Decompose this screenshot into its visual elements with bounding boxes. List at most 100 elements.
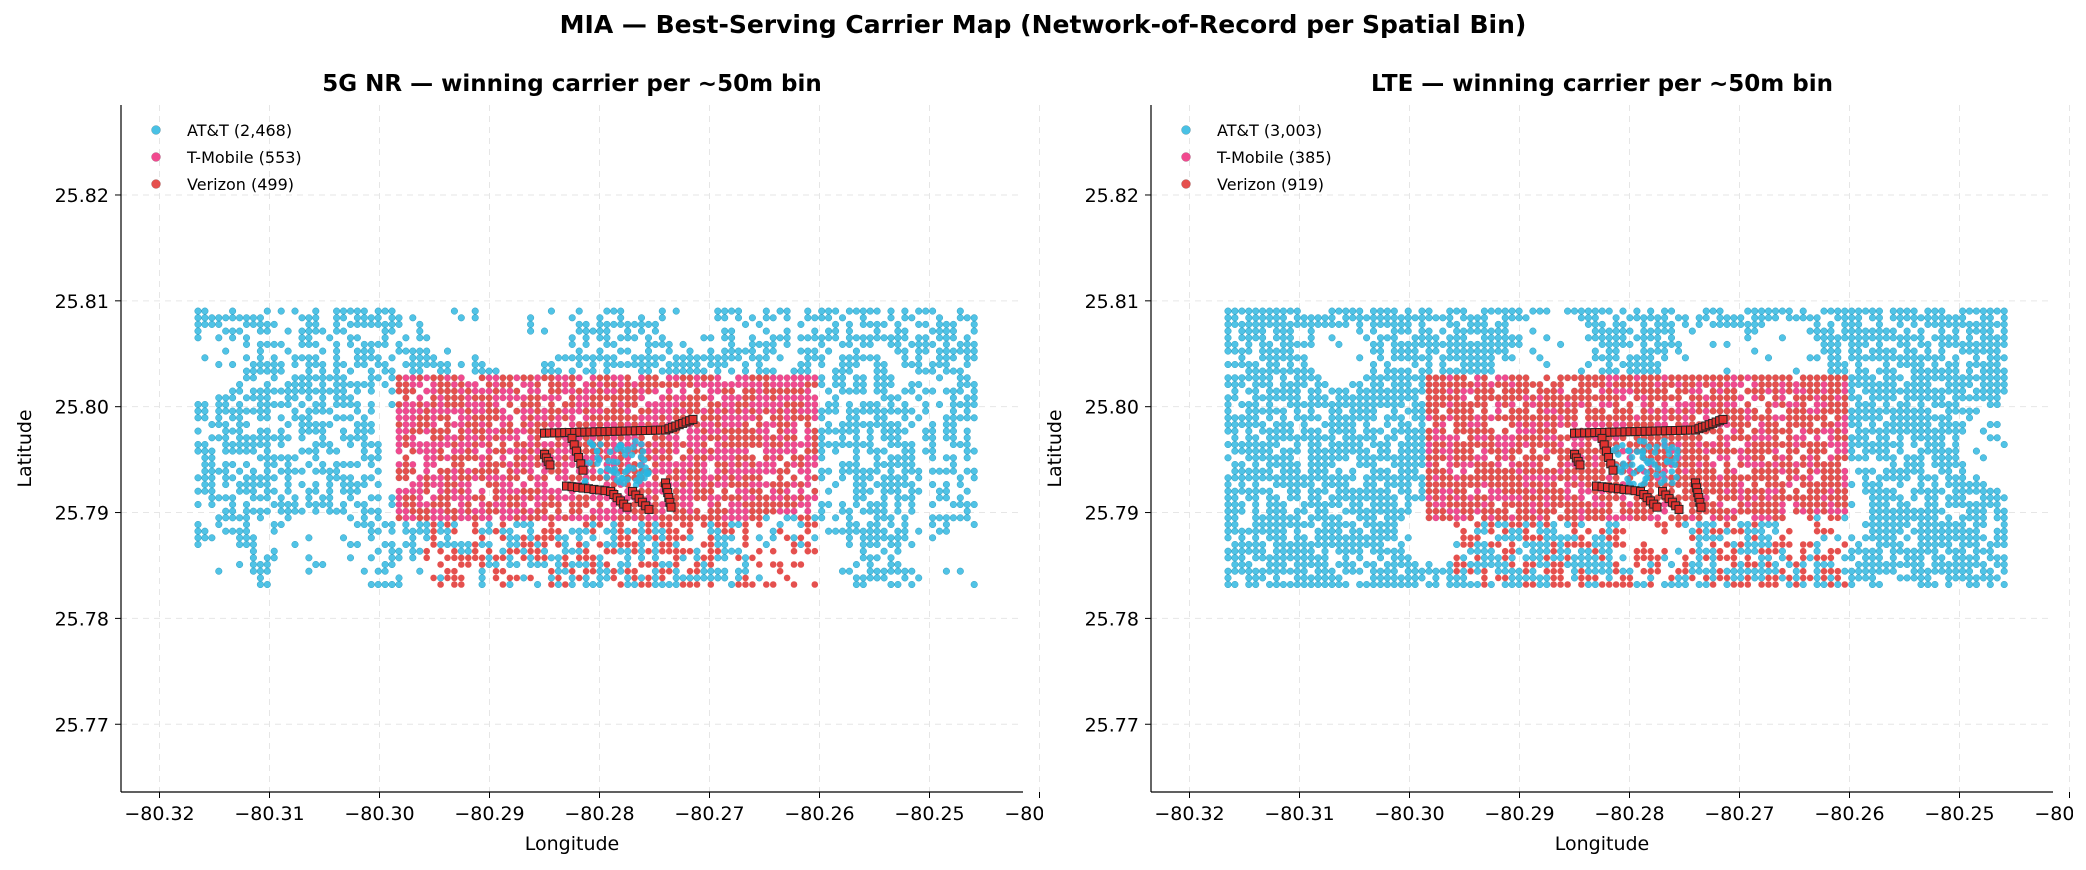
data-point (374, 441, 382, 449)
data-point (1404, 447, 1412, 455)
data-point (1619, 574, 1627, 582)
data-point (305, 427, 313, 435)
data-point (277, 467, 285, 475)
data-point (1751, 441, 1759, 449)
data-point (1363, 581, 1371, 589)
data-point (249, 441, 257, 449)
data-point (1342, 547, 1350, 555)
data-point (790, 447, 798, 455)
data-point (880, 320, 888, 328)
data-point (360, 361, 368, 369)
data-point (1910, 441, 1918, 449)
data-point (1439, 514, 1447, 522)
data-point (1508, 487, 1516, 495)
data-point (520, 407, 528, 415)
data-point (450, 387, 458, 395)
data-point (1266, 447, 1274, 455)
data-point (1598, 527, 1606, 535)
data-point (645, 487, 653, 495)
data-point (908, 421, 916, 429)
data-point (1910, 554, 1918, 562)
data-point (541, 527, 548, 535)
data-point (1661, 507, 1669, 515)
data-point (797, 481, 805, 489)
data-point (416, 381, 424, 389)
data-point (672, 401, 680, 409)
data-point (1307, 454, 1315, 462)
data-point (769, 441, 777, 449)
data-point (956, 481, 964, 489)
data-point (714, 481, 722, 489)
data-point (1584, 454, 1592, 462)
data-point (755, 361, 763, 369)
data-point (1959, 494, 1967, 502)
data-point (284, 394, 292, 402)
data-point (797, 367, 805, 375)
data-point (1896, 467, 1904, 475)
data-point (534, 401, 542, 409)
data-point (1453, 481, 1461, 489)
data-point (1737, 541, 1745, 548)
data-point (1286, 467, 1294, 475)
data-point (1709, 507, 1717, 515)
data-point (1370, 454, 1378, 462)
data-point (769, 447, 777, 455)
data-point (416, 374, 424, 382)
data-point (672, 567, 680, 575)
data-point (402, 487, 410, 495)
data-point (735, 481, 743, 489)
data-point (554, 561, 562, 569)
data-point (880, 414, 888, 422)
data-point (541, 474, 549, 482)
data-point (762, 481, 770, 489)
data-point (1321, 487, 1329, 495)
data-point (651, 414, 659, 422)
data-point (617, 361, 625, 369)
data-point (735, 307, 743, 315)
data-point (1404, 561, 1412, 569)
data-point (728, 447, 736, 455)
data-point (527, 487, 535, 495)
data-point (1924, 547, 1932, 555)
data-point (811, 534, 819, 542)
data-point (1356, 447, 1364, 455)
data-point (651, 407, 659, 415)
data-point (613, 476, 621, 484)
data-point (1252, 467, 1260, 475)
data-point (866, 567, 874, 575)
data-point (728, 334, 736, 342)
data-point (242, 461, 250, 469)
data-point (1709, 561, 1717, 569)
data-point (866, 507, 874, 515)
data-point (769, 387, 777, 395)
data-point (1626, 507, 1634, 515)
data-point (1370, 561, 1378, 569)
data-point (513, 494, 521, 502)
data-point (1390, 567, 1398, 575)
data-point (783, 501, 791, 509)
data-point (374, 527, 382, 535)
data-point (457, 514, 465, 522)
data-point (679, 441, 687, 449)
data-point (748, 467, 756, 475)
data-point (970, 521, 978, 529)
data-point (1515, 441, 1523, 449)
data-point (291, 394, 299, 402)
data-point (1938, 454, 1946, 462)
data-point (263, 447, 271, 455)
data-point (409, 494, 417, 502)
data-point (263, 467, 271, 475)
data-point (347, 320, 355, 328)
data-point (1508, 521, 1516, 528)
data-point (367, 320, 375, 328)
data-point (1577, 441, 1585, 449)
data-point (1335, 514, 1343, 522)
data-point (963, 427, 971, 435)
data-point (693, 514, 701, 522)
data-point (686, 467, 694, 475)
data-point (901, 307, 909, 315)
data-point (1377, 441, 1385, 449)
data-point (1882, 467, 1890, 475)
data-point (430, 394, 438, 402)
data-point (1279, 474, 1287, 482)
